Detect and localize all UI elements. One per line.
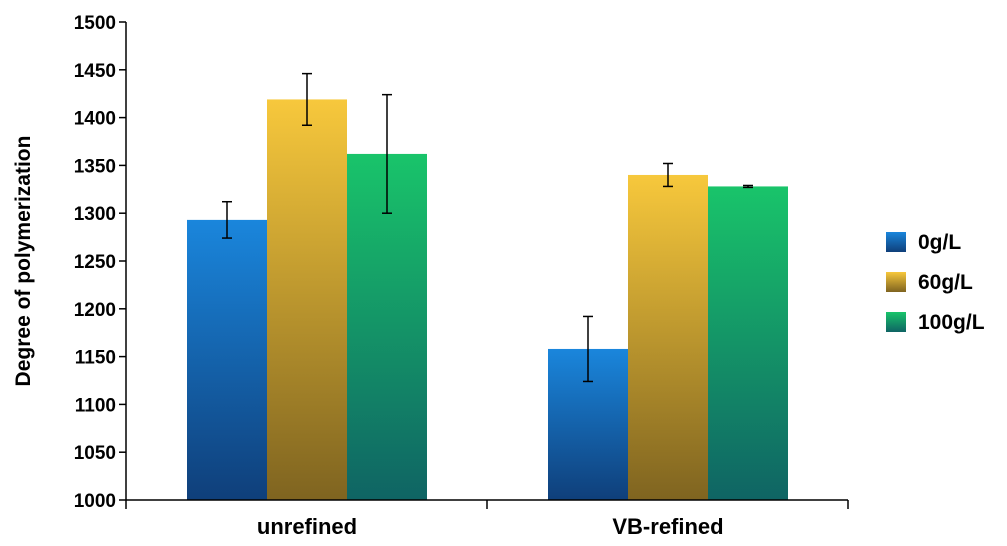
y-tick-label-1450: 1450 (74, 61, 116, 82)
error-bar-vb-refined-0gl (583, 315, 593, 383)
legend-item-100gl: 100g/L (886, 311, 985, 334)
y-tick-label-1250: 1250 (74, 252, 116, 273)
legend-swatch (886, 232, 906, 252)
legend: 0g/L 60g/L 100g/L (886, 231, 985, 334)
legend-item-0gl: 0g/L (886, 231, 961, 254)
y-tick-label-1350: 1350 (74, 156, 116, 177)
y-axis-title: Degree of polymerization (12, 136, 35, 387)
y-tick-label-1000: 1000 (74, 491, 116, 512)
bar-unrefined-0gl (187, 219, 267, 500)
bars-layer (187, 99, 788, 501)
y-tick-label-1150: 1150 (75, 348, 116, 369)
legend-swatch (886, 312, 906, 332)
legend-item-60gl: 60g/L (886, 271, 973, 294)
error-bar-vb-refined-100gl (743, 184, 753, 189)
error-bar-unrefined-0gl (222, 200, 232, 239)
error-bar-unrefined-100gl (382, 93, 392, 214)
x-tick-label-unrefined: unrefined (257, 514, 357, 539)
error-bar-unrefined-60gl (302, 72, 312, 126)
legend-label: 60g/L (918, 271, 973, 294)
y-tick-label-1500: 1500 (74, 13, 116, 34)
y-tick-label-1400: 1400 (74, 109, 116, 130)
x-axis-ticks: unrefined VB-refined (125, 500, 849, 539)
bar-unrefined-60gl (267, 99, 347, 500)
x-tick-label-vb-refined: VB-refined (612, 514, 723, 539)
legend-swatch (886, 272, 906, 292)
y-tick-label-1300: 1300 (74, 204, 116, 225)
bar-vb-refined-100gl (708, 186, 788, 500)
legend-label: 100g/L (918, 311, 985, 334)
y-tick-label-1050: 1050 (74, 443, 116, 464)
error-bars-layer (222, 72, 753, 383)
legend-label: 0g/L (918, 231, 961, 254)
y-axis-ticks: 1000 1050 1100 1150 1200 1250 1300 1350 1400 1450… (74, 13, 126, 512)
y-tick-label-1200: 1200 (74, 300, 116, 321)
error-bar-vb-refined-60gl (663, 162, 673, 188)
y-tick-label-1100: 1100 (75, 395, 116, 416)
bar-vb-refined-60gl (628, 174, 708, 500)
